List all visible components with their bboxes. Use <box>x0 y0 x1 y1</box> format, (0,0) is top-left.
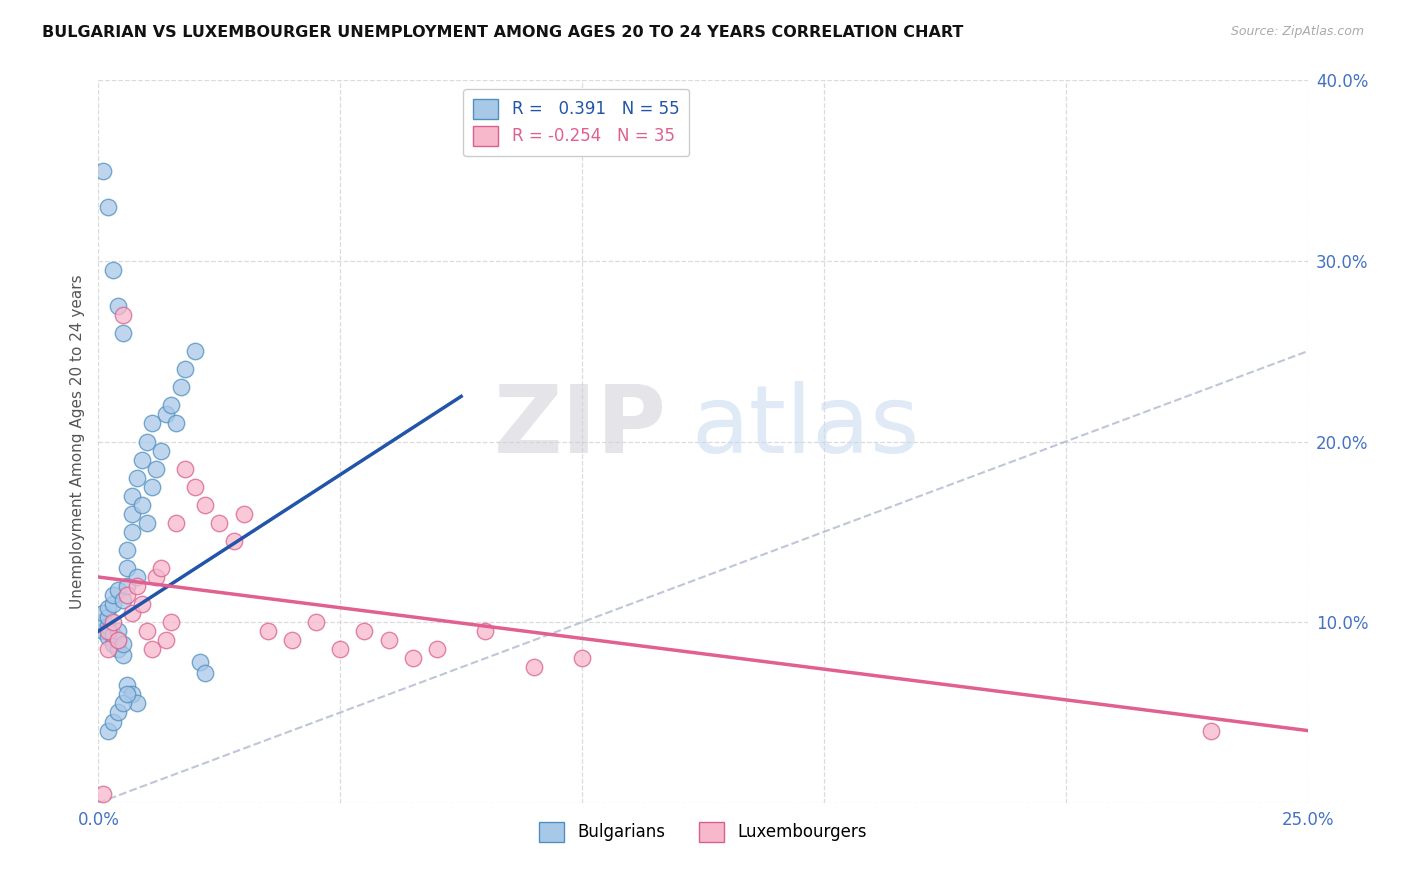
Point <box>97 624 120 639</box>
Point <box>97 630 120 644</box>
Point <box>256 624 278 639</box>
Point <box>523 660 546 674</box>
Point <box>402 651 425 665</box>
Point <box>107 633 129 648</box>
Point <box>107 633 129 648</box>
Text: ZIP: ZIP <box>494 381 666 473</box>
Point <box>101 263 124 277</box>
Point <box>97 642 120 657</box>
Point <box>281 633 304 648</box>
Point <box>91 624 114 639</box>
Point <box>184 344 207 359</box>
Point <box>160 615 183 630</box>
Point <box>97 200 120 214</box>
Point <box>107 582 129 597</box>
Point <box>117 542 139 557</box>
Point <box>121 524 143 539</box>
Point <box>222 533 245 548</box>
Point <box>101 714 124 729</box>
Point <box>145 461 167 475</box>
Point <box>174 461 197 475</box>
Point <box>97 609 120 624</box>
Point <box>91 787 114 801</box>
Point <box>107 624 129 639</box>
Point <box>135 434 157 449</box>
Point <box>97 600 120 615</box>
Point <box>150 561 173 575</box>
Point <box>111 637 134 651</box>
Point <box>571 651 593 665</box>
Point <box>111 308 134 322</box>
Point <box>474 624 496 639</box>
Point <box>135 624 157 639</box>
Point <box>107 706 129 720</box>
Text: atlas: atlas <box>690 381 920 473</box>
Point <box>169 380 191 394</box>
Point <box>101 597 124 611</box>
Point <box>127 570 149 584</box>
Point <box>150 443 173 458</box>
Point <box>160 398 183 412</box>
Point <box>127 471 149 485</box>
Point <box>117 561 139 575</box>
Point <box>91 615 114 630</box>
Point <box>127 697 149 711</box>
Point <box>91 163 114 178</box>
Point <box>141 642 163 657</box>
Point <box>165 417 187 431</box>
Point <box>141 480 163 494</box>
Point <box>329 642 352 657</box>
Legend: Bulgarians, Luxembourgers: Bulgarians, Luxembourgers <box>533 815 873 848</box>
Point <box>117 687 139 701</box>
Point <box>188 655 211 669</box>
Point <box>155 633 177 648</box>
Point <box>127 579 149 593</box>
Point <box>194 498 217 512</box>
Point <box>155 408 177 422</box>
Point <box>97 619 120 633</box>
Point <box>121 507 143 521</box>
Point <box>117 579 139 593</box>
Point <box>135 516 157 530</box>
Point <box>121 606 143 620</box>
Point <box>131 498 153 512</box>
Point <box>131 452 153 467</box>
Point <box>353 624 375 639</box>
Point <box>107 299 129 313</box>
Point <box>117 678 139 692</box>
Point <box>208 516 231 530</box>
Point <box>117 588 139 602</box>
Y-axis label: Unemployment Among Ages 20 to 24 years: Unemployment Among Ages 20 to 24 years <box>69 274 84 609</box>
Point <box>377 633 399 648</box>
Point <box>101 637 124 651</box>
Point <box>174 362 197 376</box>
Point <box>131 597 153 611</box>
Point <box>121 489 143 503</box>
Point <box>145 570 167 584</box>
Point <box>101 588 124 602</box>
Point <box>111 697 134 711</box>
Point <box>111 326 134 340</box>
Point <box>184 480 207 494</box>
Point <box>101 628 124 642</box>
Point <box>141 417 163 431</box>
Point <box>111 648 134 662</box>
Point <box>165 516 187 530</box>
Point <box>426 642 449 657</box>
Point <box>91 606 114 620</box>
Point <box>111 593 134 607</box>
Point <box>97 723 120 738</box>
Point <box>1199 723 1222 738</box>
Point <box>121 687 143 701</box>
Point <box>101 615 124 630</box>
Point <box>194 665 217 680</box>
Text: Source: ZipAtlas.com: Source: ZipAtlas.com <box>1230 25 1364 38</box>
Point <box>107 642 129 657</box>
Point <box>305 615 328 630</box>
Point <box>232 507 254 521</box>
Text: BULGARIAN VS LUXEMBOURGER UNEMPLOYMENT AMONG AGES 20 TO 24 YEARS CORRELATION CHA: BULGARIAN VS LUXEMBOURGER UNEMPLOYMENT A… <box>42 25 963 40</box>
